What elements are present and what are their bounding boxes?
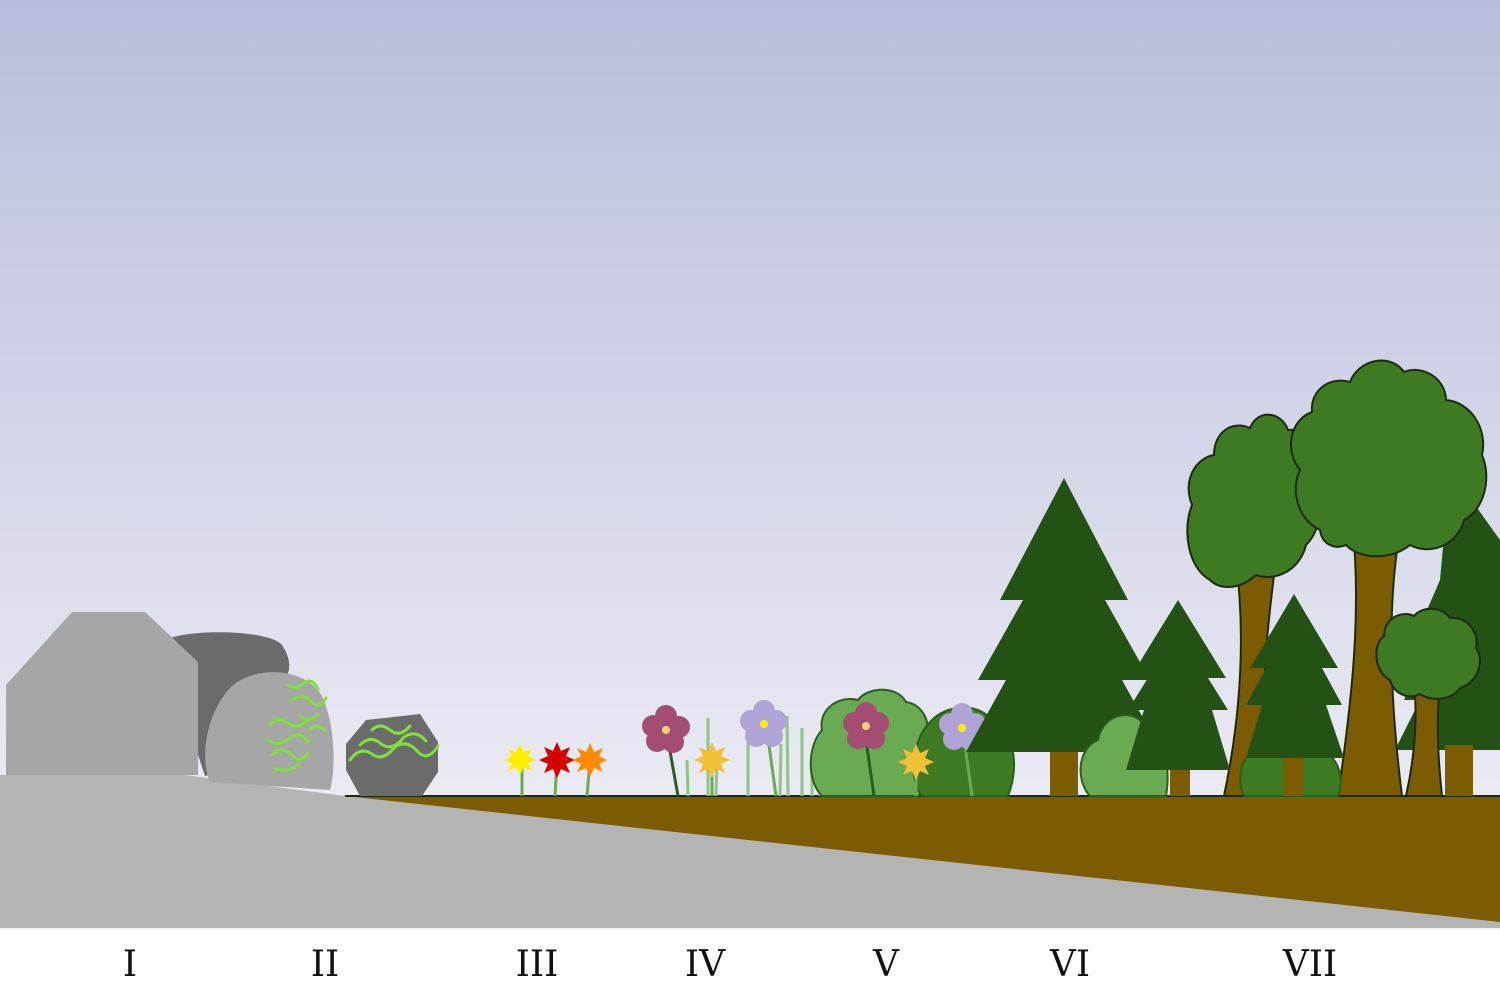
conifer-small xyxy=(1246,594,1344,758)
stage-label-vi: VI xyxy=(1049,944,1091,985)
deciduous-crown-right xyxy=(1290,359,1488,558)
stage-label-vii: VII xyxy=(1282,944,1338,985)
annual-plants-group xyxy=(504,742,607,797)
red-flower xyxy=(539,742,575,778)
shrub-maroon-flower xyxy=(843,702,889,749)
stage-label-row: I II III IV V VI VII xyxy=(0,930,1500,1000)
stage-label-v: V xyxy=(873,944,899,985)
stage-label-i: I xyxy=(122,944,138,985)
lichen-rock-group xyxy=(205,672,440,796)
rock-large xyxy=(6,612,198,775)
deciduous-trunk-small xyxy=(1404,679,1444,797)
deciduous-crown-small xyxy=(1375,607,1481,700)
lavender-flower xyxy=(740,700,787,747)
deciduous-crown-left xyxy=(1186,413,1323,588)
conifer-medium xyxy=(1126,600,1230,770)
conifer-large xyxy=(966,478,1162,752)
orange-flower xyxy=(573,743,607,777)
shrub-gold-flower xyxy=(898,744,934,780)
maroon-flower xyxy=(642,705,690,753)
deciduous-trunk-right xyxy=(1336,519,1404,797)
grasses-group xyxy=(642,700,822,797)
forest-group xyxy=(966,359,1500,797)
stage-label-iv: IV xyxy=(684,944,726,985)
lichen-patches xyxy=(266,679,440,772)
conifer-trunk xyxy=(1050,750,1078,796)
yellow-flower xyxy=(504,744,536,775)
soil-layer xyxy=(345,796,1500,922)
gold-flower xyxy=(694,742,730,778)
stage-label-iii: III xyxy=(515,944,559,985)
stage-label-ii: II xyxy=(310,944,340,985)
